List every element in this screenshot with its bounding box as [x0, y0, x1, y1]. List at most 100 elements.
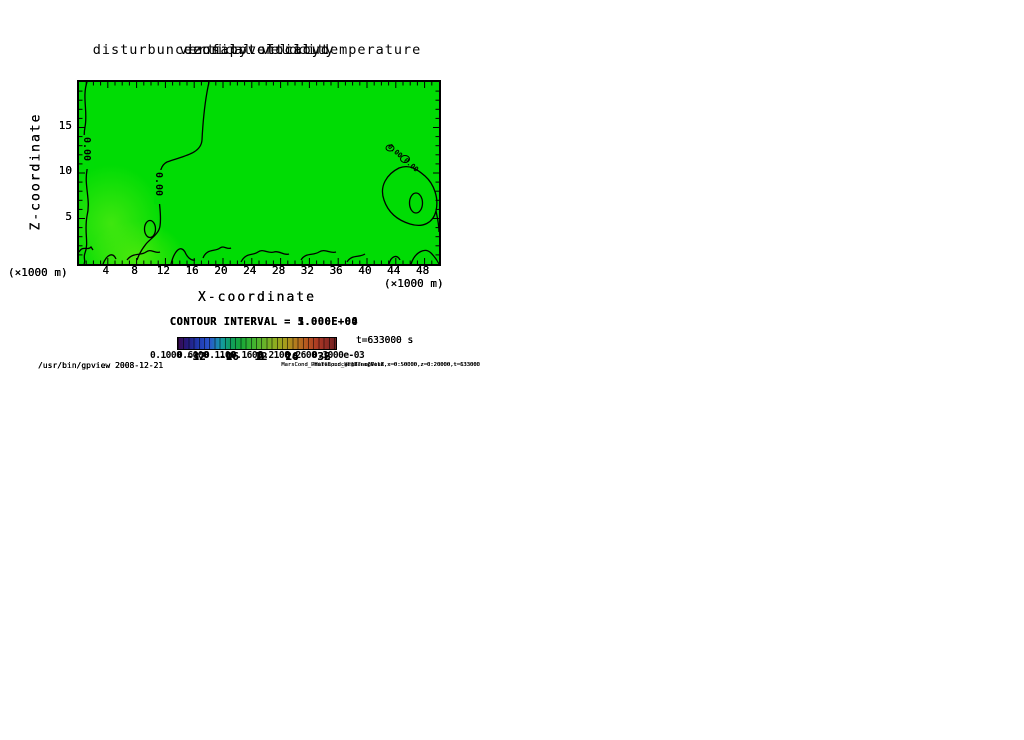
plot-title: density of cloud [183, 42, 331, 58]
contour-line [346, 253, 366, 263]
y-tick-labels: 5 10 15 [50, 80, 74, 262]
colorbar [177, 337, 337, 350]
colorbar-tick-label: -32 [186, 350, 206, 363]
colorbar-tick-label: 0 [225, 350, 233, 363]
x-tick-label: 24 [243, 264, 257, 277]
x-tick-label: 48 [415, 264, 430, 277]
y-tick-label: 5 [65, 209, 72, 223]
colorbar-tick-label: 0.1000 [150, 350, 182, 361]
time-label: t=633000 s [356, 335, 414, 346]
contour-line [240, 249, 290, 263]
contour-overlay: 0.00 0.00 0.00 0.00 [78, 81, 440, 265]
x-tick-label: 4 [102, 264, 110, 277]
colorbar-labels: -32 -16 0 16 32 [177, 350, 335, 363]
x-tick-label: 40 [358, 264, 372, 277]
x-tick-label: 28 [271, 264, 286, 277]
x-unit-right: (×1000 m) [384, 277, 444, 290]
x-tick-label: 36 [329, 264, 343, 277]
contour-label-group: 0.00 [402, 156, 420, 173]
x-tick-label: 16 [185, 264, 199, 277]
contour-interval-label: CONTOUR INTERVAL = 5.000E+00 [169, 316, 359, 328]
colorbar-tick-label: 0.3000e-03 [312, 350, 365, 361]
x-tick-label: 36 [329, 264, 343, 277]
contour-line [385, 144, 395, 152]
colorbar-tick-label: 0.1600 [231, 350, 263, 361]
x-tick-label: 20 [214, 264, 228, 277]
x-axis-label: X-coordinate [198, 290, 316, 305]
x-tick-label: 16 [185, 264, 199, 277]
x-tick-label: 48 [415, 264, 430, 277]
x-tick-label: 20 [214, 264, 228, 277]
contour-line [388, 255, 401, 265]
x-tick-label: 48 [415, 264, 430, 277]
colorbar-tick-label: 0.2600 [285, 350, 317, 361]
colorbar-tick-label: 16 [285, 350, 299, 363]
x-axis-label: X-coordinate [198, 290, 316, 305]
x-tick-label: 32 [300, 264, 315, 277]
x-unit-left: (×1000 m) [8, 266, 68, 279]
colorbar-tick-label: 0 [257, 350, 265, 363]
y-tick-label: 10 [58, 164, 72, 177]
y-tick-label: 10 [58, 164, 72, 177]
y-tick-label: 15 [58, 118, 72, 132]
footer-datasource: MarsCond_DensCloud.nc@DensCloud,x=0:5000… [281, 362, 480, 368]
time-label: t=633000 s [356, 335, 414, 346]
y-tick-label: 15 [58, 118, 72, 132]
contour-label-bg [82, 135, 94, 169]
x-tick-label: 20 [214, 264, 228, 277]
footer-datasource: MarsCond_VelZ.nc@VelZ,x=0:50000,z=0:2000… [314, 362, 480, 368]
time-label: t=633000 s [356, 335, 414, 346]
contour-label: 0.00 [81, 137, 92, 161]
x-axis-label: X-coordinate [198, 290, 316, 305]
heatmap-fill [79, 82, 439, 264]
y-tick-labels: 5 10 15 [50, 80, 74, 262]
x-tick-labels: 4 8 12 16 20 24 28 32 36 40 44 48 [77, 264, 437, 278]
x-tick-label: 12 [156, 264, 171, 277]
contour-line [126, 249, 161, 261]
x-unit-right: (×1000 m) [384, 277, 444, 290]
x-tick-label: 8 [131, 264, 138, 277]
plot-title: zonal velocity [193, 42, 321, 58]
x-unit-left: (×1000 m) [8, 266, 68, 279]
y-tick-label: 10 [58, 164, 72, 177]
x-unit-left: (×1000 m) [8, 266, 68, 279]
x-tick-label: 8 [131, 264, 138, 277]
contour-line [102, 254, 117, 265]
colorbar-tick-label: 32 [317, 350, 331, 363]
colorbar-tick-label: 0.1100 [204, 350, 236, 361]
x-tick-labels: 4 8 12 16 20 24 28 32 36 40 44 48 [77, 264, 437, 278]
x-tick-labels: 4 8 12 16 20 24 28 32 36 40 44 48 [77, 264, 437, 278]
colorbar-tick-label: 12 [254, 350, 268, 363]
colorbar-tick-label: 0 [257, 350, 265, 363]
colorbar-labels: -32 -16 0 16 32 [177, 350, 335, 363]
colorbar-labels: -12 0 12 24 36 [177, 350, 335, 363]
x-tick-label: 8 [131, 264, 138, 277]
x-tick-label: 4 [102, 264, 110, 277]
colorbar-tick-label: 36 [317, 350, 331, 363]
y-tick-label: 5 [65, 209, 72, 223]
contour-line [300, 249, 337, 261]
x-tick-label: 4 [102, 264, 110, 277]
colorbar-tick-label: 0.2100 [258, 350, 290, 361]
contour-label: 0.00 [153, 172, 164, 196]
colorbar-labels: 0.1000 0.6000 0.1100 0.1600 0.2100 0.2600 0.30… [150, 350, 365, 363]
x-tick-label: 4 [102, 264, 110, 277]
y-tick-label: 15 [58, 118, 72, 132]
x-tick-label: 44 [387, 264, 401, 277]
x-tick-label: 36 [329, 264, 343, 277]
x-tick-label: 44 [387, 264, 401, 277]
y-tick-labels: 5 10 15 [50, 80, 74, 262]
contour-label-bg [154, 170, 166, 204]
colorbar-tick-label: 32 [317, 350, 331, 363]
colorbar-tick-label: 16 [285, 350, 299, 363]
x-tick-labels: 4 8 12 16 20 24 28 32 36 40 44 48 [77, 264, 437, 278]
x-tick-label: 12 [156, 264, 171, 277]
footer-command: /usr/bin/gpview 2008-12-21 [38, 361, 164, 370]
contour-line [435, 210, 440, 233]
contour-label: 0.00 [402, 156, 420, 173]
x-tick-label: 20 [214, 264, 228, 277]
y-axis-label: Z-coordinate [28, 112, 44, 231]
contour-line [170, 248, 196, 265]
colorbar-tick-label: 0.6000 [177, 350, 209, 361]
